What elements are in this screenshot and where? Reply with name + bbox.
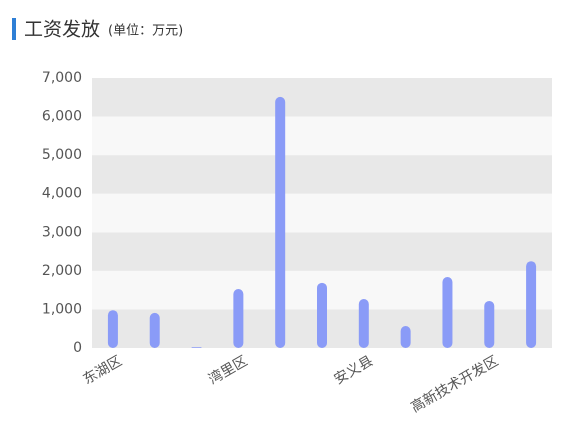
y-tick-label: 2,000	[42, 263, 82, 279]
grid-band	[92, 232, 552, 271]
grid-band	[92, 193, 552, 233]
bar	[358, 299, 369, 348]
bar	[275, 96, 286, 349]
x-tick-label: 高新技术开发区	[408, 352, 501, 416]
y-tick-label: 6,000	[42, 109, 82, 125]
y-tick-label: 0	[73, 340, 82, 356]
y-tick-label: 1,000	[42, 301, 82, 317]
y-tick-label: 4,000	[42, 186, 82, 202]
grid-band	[92, 116, 552, 156]
x-tick-label: 湾里区	[205, 352, 250, 388]
chart-subtitle: (单位：万元)	[108, 24, 183, 39]
x-tick-label: 安义县	[331, 353, 375, 388]
y-tick-label: 7,000	[42, 70, 82, 86]
bar	[107, 310, 118, 348]
bar	[442, 277, 453, 348]
y-tick-label: 3,000	[42, 224, 82, 240]
bar	[191, 347, 202, 348]
title-accent	[12, 18, 16, 40]
grid-band	[92, 78, 552, 117]
bar	[149, 312, 160, 348]
chart-title: 工资发放	[24, 19, 100, 41]
bar	[400, 326, 411, 348]
grid-band	[92, 155, 552, 194]
y-tick-label: 5,000	[42, 147, 82, 163]
bar	[526, 261, 537, 348]
bar	[317, 282, 327, 348]
bar	[233, 288, 244, 348]
x-tick-label: 东湖区	[81, 353, 125, 388]
bar	[484, 300, 495, 348]
